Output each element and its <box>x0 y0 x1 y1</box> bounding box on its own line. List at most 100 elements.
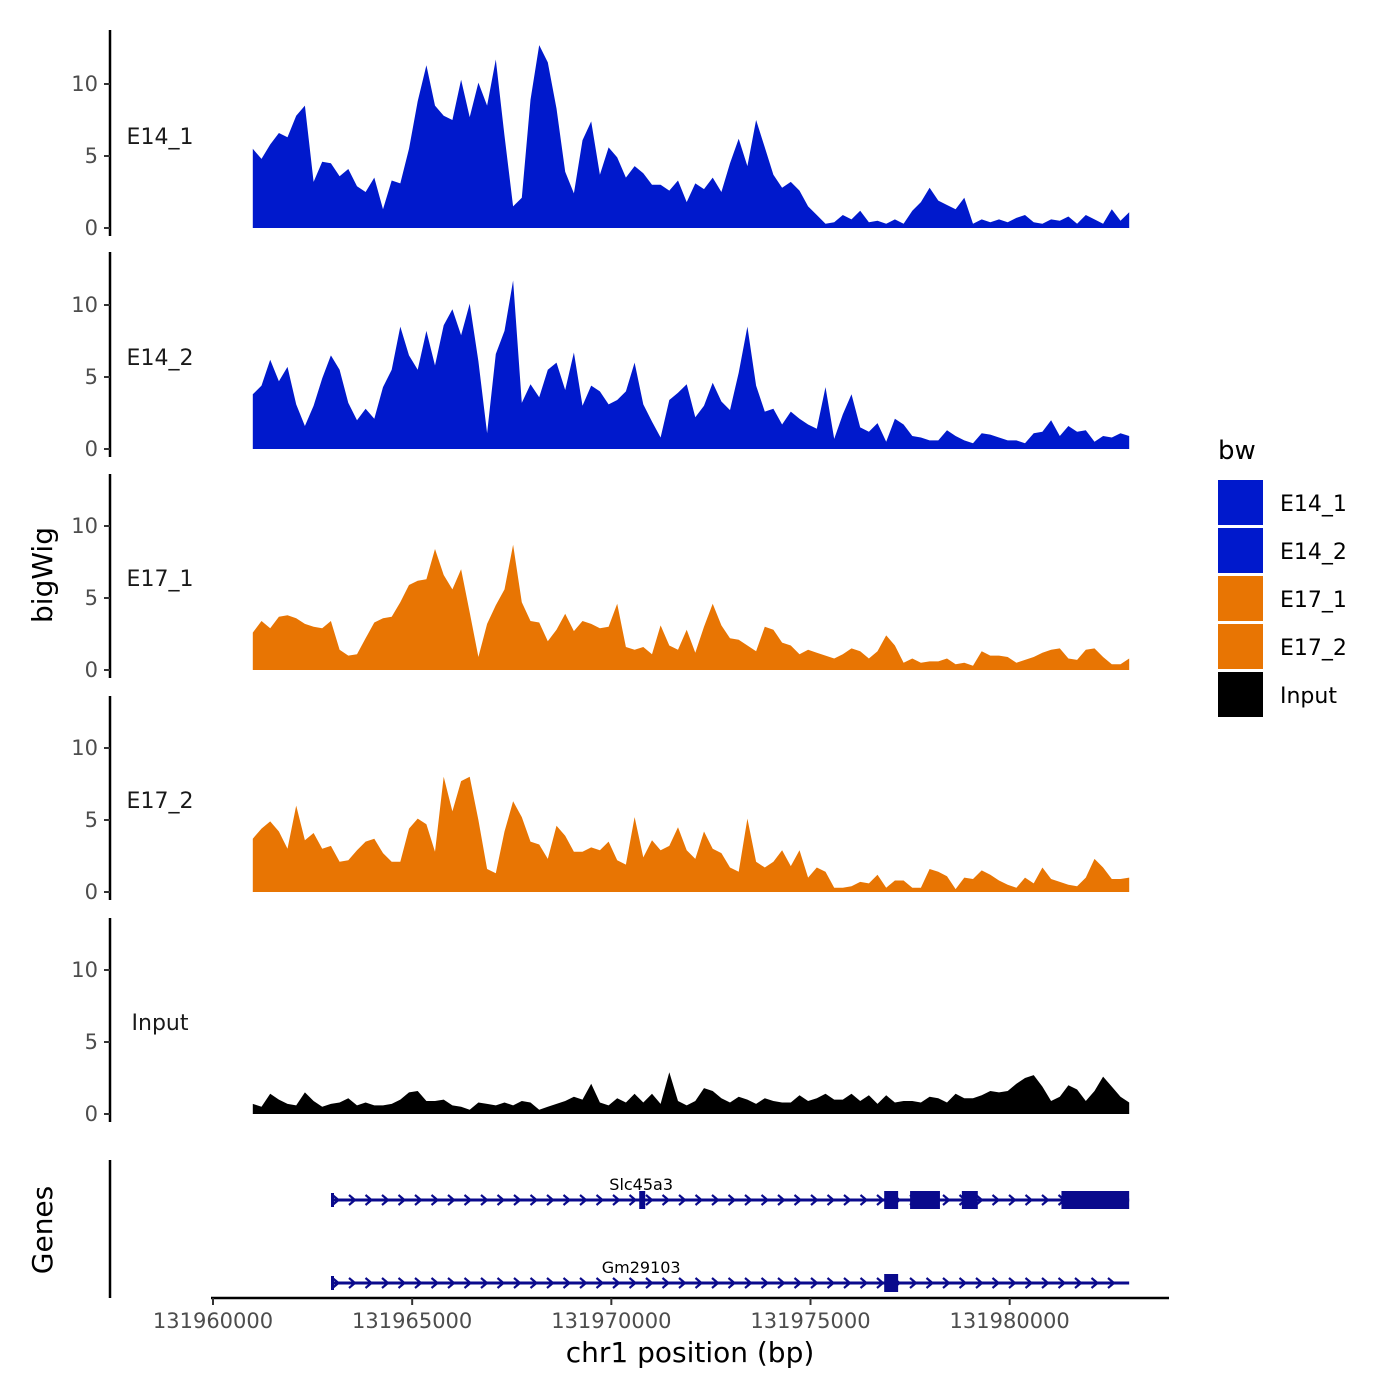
strand-arrow <box>628 1194 638 1206</box>
coverage-area-Input <box>252 1072 1130 1114</box>
track-label: E17_1 <box>127 567 194 592</box>
strand-arrow <box>496 1277 506 1289</box>
strand-arrow <box>430 1194 440 1206</box>
y-tick-label: 0 <box>85 880 98 904</box>
strand-arrow <box>447 1194 456 1206</box>
legend-swatch-E14_2 <box>1218 528 1263 573</box>
strand-arrow <box>991 1277 1001 1289</box>
exon-block <box>884 1274 899 1292</box>
strand-arrow <box>348 1194 357 1206</box>
strand-arrow <box>381 1194 390 1206</box>
genes-axis-title: Genes <box>26 1186 59 1274</box>
strand-arrow <box>925 1277 935 1289</box>
coverage-area-E14_2 <box>252 280 1130 449</box>
strand-arrow <box>513 1277 522 1289</box>
strand-arrow <box>760 1277 770 1289</box>
strand-arrow <box>381 1277 390 1289</box>
strand-arrow <box>529 1194 539 1206</box>
y-tick-label: 5 <box>85 144 98 168</box>
genes-panel: Slc45a3 Gm29103 <box>108 1160 1130 1298</box>
strand-arrow <box>579 1194 588 1206</box>
strand-arrow <box>513 1194 522 1206</box>
strand-arrow <box>661 1277 671 1289</box>
strand-arrow <box>661 1194 671 1206</box>
y-tick-label: 10 <box>71 293 98 317</box>
y-tick-label: 0 <box>85 437 98 461</box>
y-tick-label: 0 <box>85 1102 98 1126</box>
coverage-tracks: 0 5 10 E14_1 0 5 10 E14_2 0 5 10 E17_1 0 5 10 E17_2 0 5 10… <box>71 30 1130 1126</box>
y-tick-label: 0 <box>85 216 98 240</box>
strand-arrow <box>694 1194 704 1206</box>
strand-arrow <box>909 1277 918 1289</box>
strand-arrow <box>711 1194 720 1206</box>
strand-arrow <box>793 1194 803 1206</box>
strand-arrow <box>711 1277 720 1289</box>
strand-arrow <box>843 1194 852 1206</box>
strand-arrow <box>529 1277 539 1289</box>
track-Input: 0 5 10 Input <box>71 918 1130 1126</box>
strand-arrow <box>628 1277 638 1289</box>
strand-arrow <box>480 1194 489 1206</box>
strand-arrow <box>331 1194 341 1206</box>
strand-arrow <box>1024 1194 1034 1206</box>
strand-arrow <box>364 1277 374 1289</box>
strand-arrow <box>397 1277 407 1289</box>
gene-Slc45a3: Slc45a3 <box>331 1175 1130 1209</box>
strand-arrow <box>678 1277 687 1289</box>
legend: bw E14_1 E14_2 E17_1 E17_2 Input <box>1218 436 1347 717</box>
track-label: E17_2 <box>127 789 194 814</box>
coverage-area-E17_2 <box>252 776 1130 892</box>
strand-arrow <box>975 1277 984 1289</box>
x-axis: 131960000 131965000 131970000 131975000 1319… <box>153 1296 1169 1333</box>
x-tick-label: 131960000 <box>153 1309 273 1333</box>
strand-arrow <box>364 1194 374 1206</box>
strand-arrow <box>810 1277 819 1289</box>
strand-arrow <box>876 1194 885 1206</box>
strand-arrow <box>859 1277 869 1289</box>
strand-arrow <box>793 1277 803 1289</box>
strand-arrow <box>810 1194 819 1206</box>
x-tick-label: 131975000 <box>750 1309 870 1333</box>
track-label: E14_1 <box>127 125 194 150</box>
strand-arrow <box>414 1194 423 1206</box>
strand-arrow <box>430 1277 440 1289</box>
strand-arrow <box>463 1277 473 1289</box>
legend-swatch-Input <box>1218 672 1263 717</box>
strand-arrow <box>546 1194 555 1206</box>
strand-arrow <box>348 1277 357 1289</box>
exon-block <box>910 1191 940 1209</box>
strand-arrow <box>1024 1277 1034 1289</box>
strand-arrow <box>414 1277 423 1289</box>
legend-label: E14_2 <box>1280 540 1347 565</box>
strand-arrow <box>727 1277 737 1289</box>
exon-block <box>1061 1191 1130 1209</box>
strand-arrow <box>595 1194 605 1206</box>
strand-arrow <box>975 1194 984 1206</box>
strand-arrow <box>1090 1277 1100 1289</box>
exon-block <box>639 1191 646 1209</box>
y-tick-label: 5 <box>85 586 98 610</box>
strand-arrow <box>612 1194 621 1206</box>
strand-arrow <box>727 1194 737 1206</box>
y-tick-label: 0 <box>85 658 98 682</box>
strand-arrow <box>1008 1194 1017 1206</box>
strand-arrow <box>1074 1277 1083 1289</box>
strand-arrow <box>645 1277 654 1289</box>
x-axis-title: chr1 position (bp) <box>566 1336 815 1369</box>
strand-arrow <box>991 1194 1001 1206</box>
strand-arrow <box>826 1277 836 1289</box>
strand-arrow <box>843 1277 852 1289</box>
strand-arrow <box>777 1194 786 1206</box>
track-label: Input <box>132 1011 189 1036</box>
strand-arrow <box>579 1277 588 1289</box>
strand-arrow <box>958 1277 968 1289</box>
legend-swatch-E14_1 <box>1218 480 1263 525</box>
coverage-area-E14_1 <box>252 45 1130 228</box>
strand-arrow <box>562 1194 572 1206</box>
track-E17_1: 0 5 10 E17_1 <box>71 474 1130 682</box>
exon-block <box>884 1191 899 1209</box>
strand-arrow <box>942 1194 951 1206</box>
strand-arrow <box>1041 1194 1050 1206</box>
y-tick-label: 10 <box>71 72 98 96</box>
track-E14_2: 0 5 10 E14_2 <box>71 252 1130 461</box>
